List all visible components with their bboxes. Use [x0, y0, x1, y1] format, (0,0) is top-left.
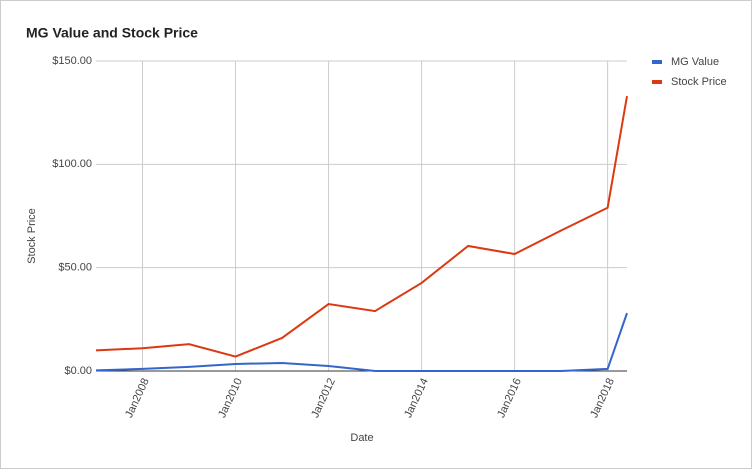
- legend-swatch: [652, 60, 662, 64]
- chart-title: MG Value and Stock Price: [26, 25, 198, 41]
- x-axis-title: Date: [350, 432, 373, 444]
- series-line: [95, 95, 628, 358]
- series-line: [95, 312, 628, 372]
- legend-label: Stock Price: [671, 76, 727, 88]
- x-tick-label: Jan2012: [309, 376, 338, 419]
- x-tick-label: Jan2018: [588, 376, 617, 419]
- x-tick-label: Jan2010: [216, 376, 245, 419]
- y-tick-label: $150.00: [52, 55, 92, 67]
- x-tick-label: Jan2014: [402, 376, 431, 419]
- y-tick-label: $100.00: [52, 158, 92, 170]
- y-tick-label: $50.00: [58, 262, 92, 274]
- x-tick-label: Jan2008: [123, 376, 152, 419]
- y-tick-label: $0.00: [64, 365, 92, 377]
- y-axis-title: Stock Price: [26, 208, 38, 264]
- legend-swatch: [652, 80, 662, 84]
- legend-label: MG Value: [671, 56, 719, 68]
- x-tick-label: Jan2016: [495, 376, 524, 419]
